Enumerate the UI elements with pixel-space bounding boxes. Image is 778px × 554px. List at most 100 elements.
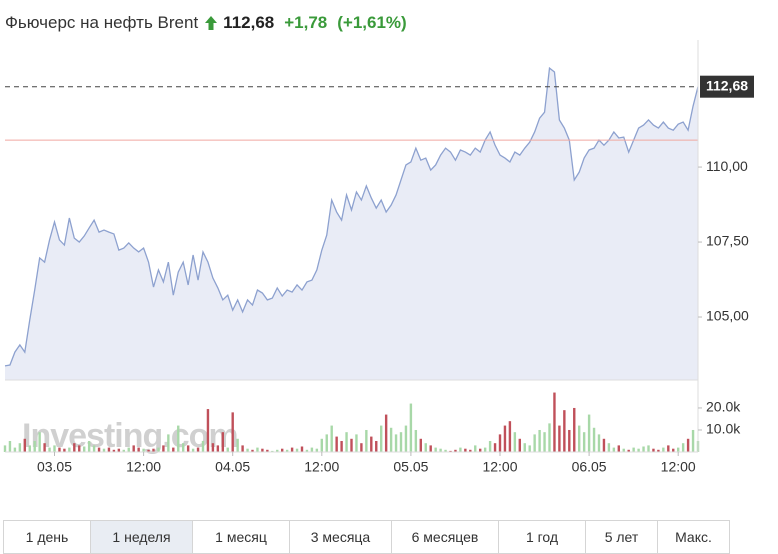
volume-bar	[315, 448, 319, 452]
volume-bar	[582, 432, 586, 452]
y-tick-label: 110,00	[706, 158, 748, 174]
volume-bar	[597, 434, 601, 452]
volume-bar	[414, 429, 418, 452]
volume-bar	[53, 445, 56, 452]
volume-bar	[201, 440, 205, 452]
volume-bar	[558, 425, 561, 452]
volume-bar	[122, 449, 125, 452]
volume-bar	[632, 447, 635, 452]
volume-bar	[18, 443, 22, 452]
volume-bar	[236, 438, 239, 452]
volume-bar	[83, 446, 86, 452]
volume-bar	[300, 446, 304, 452]
volume-bar	[528, 445, 531, 452]
volume-bar	[587, 414, 591, 452]
volume-bar	[290, 447, 294, 452]
volume-bar	[330, 425, 333, 452]
volume-bar	[13, 447, 17, 452]
volume-bar	[256, 447, 259, 452]
range-button[interactable]: 5 лет	[585, 520, 658, 554]
volume-bar	[281, 448, 284, 452]
range-button[interactable]: 3 месяца	[289, 520, 392, 554]
x-tick-label: 12:00	[126, 459, 161, 475]
range-button[interactable]: 6 месяцев	[391, 520, 499, 554]
volume-bar	[444, 449, 447, 452]
volume-bar	[538, 429, 541, 452]
volume-bar	[380, 425, 383, 452]
volume-bar	[92, 445, 96, 452]
volume-tick-label: 10.0k	[706, 421, 741, 437]
volume-bar	[404, 425, 408, 452]
volume-bar	[73, 443, 76, 452]
price-line	[4, 66, 699, 367]
volume-bar	[8, 440, 12, 452]
volume-bar	[355, 434, 358, 452]
volume-bar	[87, 440, 91, 452]
volume-bar	[667, 445, 670, 452]
volume-bar	[186, 445, 190, 452]
volume-bar	[548, 423, 551, 452]
volume-bar	[285, 449, 289, 452]
last-price: 112,68	[223, 13, 275, 32]
volume-bar	[78, 445, 81, 452]
volume-bar	[58, 447, 61, 452]
volume-bar	[434, 447, 437, 452]
volume-bar	[182, 443, 185, 452]
chart: Investing.com105,00107,50110,0020.0k10.0…	[3, 40, 754, 475]
volume-bar	[568, 429, 571, 452]
volume-bar	[43, 443, 46, 452]
volume-bar	[419, 438, 422, 452]
range-button[interactable]: Макс.	[657, 520, 730, 554]
volume-bar	[206, 409, 210, 452]
volume-bar	[261, 448, 264, 452]
volume-bar	[137, 447, 140, 452]
change: +1,78	[284, 13, 328, 32]
volume-bar	[152, 448, 155, 452]
volume-bar	[157, 447, 160, 452]
volume-bar	[592, 427, 596, 452]
volume-bar	[241, 445, 244, 452]
volume-bar	[251, 449, 254, 452]
volume-bar	[3, 445, 7, 452]
volume-bar	[483, 447, 487, 452]
range-button[interactable]: 1 месяц	[192, 520, 290, 554]
volume-bar	[370, 436, 373, 452]
volume-bar	[276, 449, 279, 452]
volume-bar	[335, 436, 338, 452]
volume-bar	[469, 449, 472, 452]
volume-bar	[394, 434, 398, 452]
volume-bar	[226, 447, 229, 452]
x-tick-label: 12:00	[304, 459, 339, 475]
volume-bar	[474, 445, 477, 452]
volume-bar	[523, 443, 526, 452]
volume-bar	[672, 448, 675, 452]
volume-bar	[602, 438, 606, 452]
volume-bar	[424, 443, 427, 452]
volume-bar	[295, 448, 299, 452]
volume-bar	[612, 447, 616, 452]
volume-bar	[399, 432, 403, 452]
volume-bar	[429, 445, 432, 452]
volume-bar	[622, 448, 625, 452]
volume-bar	[637, 448, 640, 452]
volume-bar	[167, 434, 170, 452]
volume-bar	[498, 434, 502, 452]
volume-bar	[48, 447, 51, 452]
volume-bar	[508, 421, 512, 452]
volume-bar	[459, 447, 462, 452]
volume-bar	[38, 432, 41, 452]
range-button[interactable]: 1 год	[498, 520, 586, 554]
volume-bar	[553, 392, 556, 452]
volume-bar	[310, 447, 314, 452]
volume-bar	[533, 434, 536, 452]
volume-bar	[345, 432, 348, 452]
range-button[interactable]: 1 неделя	[90, 520, 193, 554]
volume-bar	[172, 447, 175, 452]
volume-bar	[607, 443, 611, 452]
volume-bar	[493, 443, 497, 452]
volume-bar	[449, 450, 452, 452]
volume-bar	[439, 448, 442, 452]
x-tick-label: 04.05	[215, 459, 250, 475]
range-button[interactable]: 1 день	[3, 520, 91, 554]
volume-bar	[127, 447, 130, 452]
